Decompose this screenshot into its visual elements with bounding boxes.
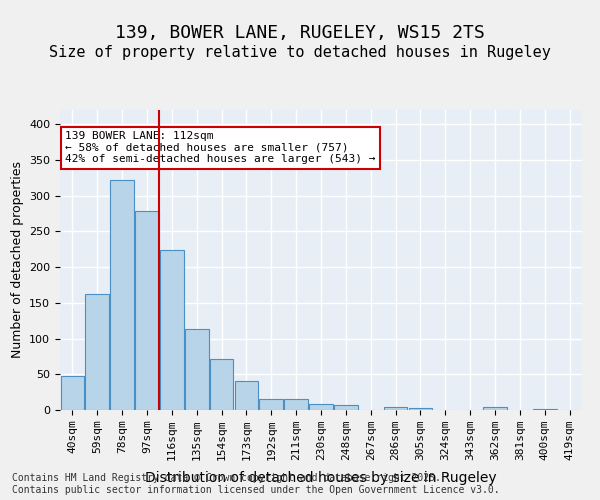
Bar [309,404,333,410]
Text: Size of property relative to detached houses in Rugeley: Size of property relative to detached ho… [49,45,551,60]
Bar [533,408,557,410]
Bar [160,250,184,410]
Bar [384,407,407,410]
Bar [409,408,432,410]
Bar [210,358,233,410]
Bar [61,376,84,410]
Bar [85,294,109,410]
Bar [110,180,134,410]
Text: Contains HM Land Registry data © Crown copyright and database right 2025.
Contai: Contains HM Land Registry data © Crown c… [12,474,500,495]
Bar [235,382,258,410]
Bar [259,398,283,410]
Text: 139, BOWER LANE, RUGELEY, WS15 2TS: 139, BOWER LANE, RUGELEY, WS15 2TS [115,24,485,42]
Bar [135,212,159,410]
X-axis label: Distribution of detached houses by size in Rugeley: Distribution of detached houses by size … [145,472,497,486]
Bar [334,405,358,410]
Bar [185,330,209,410]
Y-axis label: Number of detached properties: Number of detached properties [11,162,23,358]
Bar [483,407,507,410]
Text: 139 BOWER LANE: 112sqm
← 58% of detached houses are smaller (757)
42% of semi-de: 139 BOWER LANE: 112sqm ← 58% of detached… [65,131,376,164]
Bar [284,400,308,410]
